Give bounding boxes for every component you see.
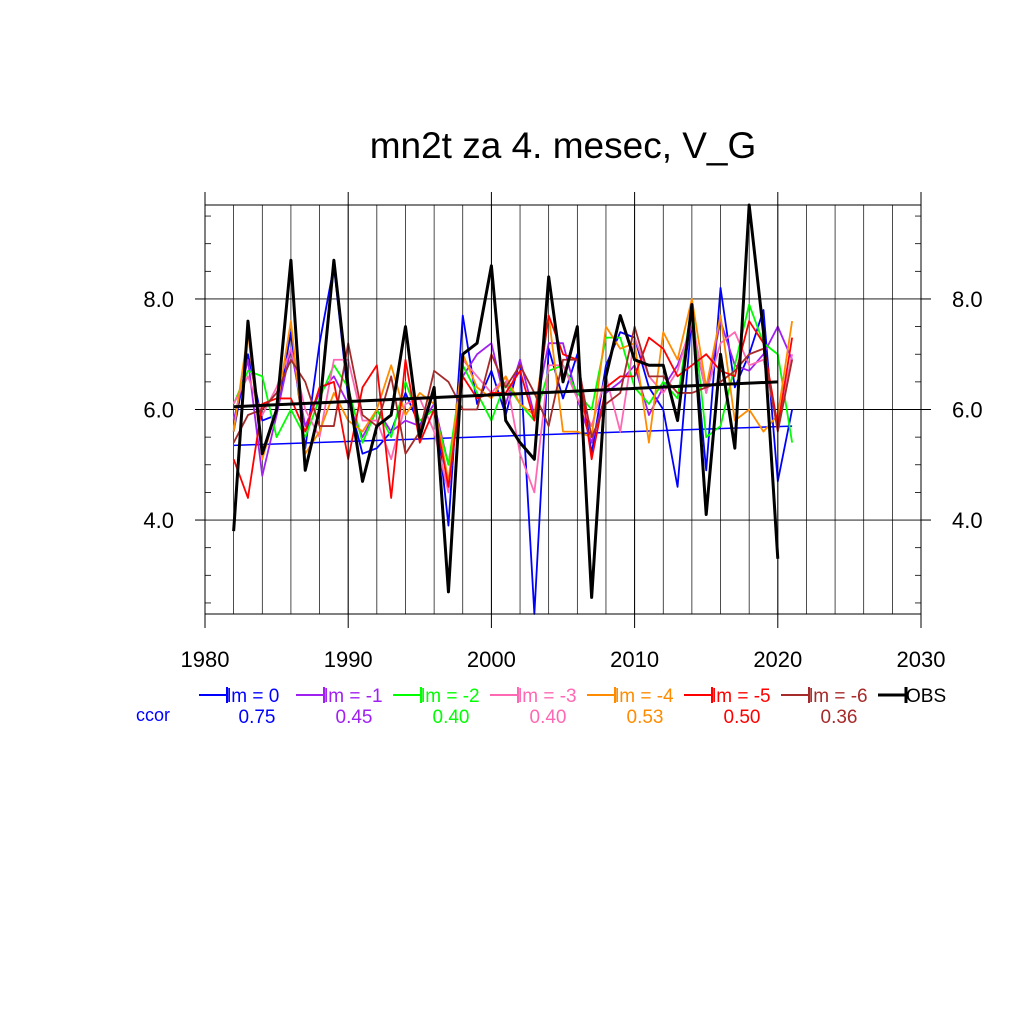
x-tick-label: 2000 — [467, 647, 516, 672]
x-tick-label: 2010 — [610, 647, 659, 672]
legend-ccor-value: 0.40 — [433, 707, 470, 728]
grid-layer — [205, 205, 921, 614]
legend-label: lm = -6 — [809, 686, 868, 707]
axis-layer: 1980 1990 2000 2010 2020 2030 4.0 4.0 6.0 6.0 8.0 8… — [143, 192, 983, 672]
legend-label: lm = -3 — [518, 686, 577, 707]
series-line — [232, 320, 794, 494]
series-line — [232, 203, 780, 599]
legend-label: OBS — [906, 686, 946, 707]
x-tick-label: 2020 — [753, 647, 802, 672]
y-tick-label-right: 6.0 — [952, 398, 983, 423]
y-tick-label: 8.0 — [143, 287, 174, 312]
legend-ccor-value: 0.50 — [724, 707, 761, 728]
legend-ccor-value: 0.53 — [627, 707, 664, 728]
series-layer — [232, 203, 794, 615]
x-tick-label: 1990 — [324, 647, 373, 672]
legend-label: lm = -1 — [324, 686, 383, 707]
series-line — [232, 298, 794, 483]
legend-label: lm = -2 — [421, 686, 480, 707]
legend-ccor-value: 0.45 — [336, 707, 373, 728]
y-tick-label: 6.0 — [143, 398, 174, 423]
chart-title: mn2t za 4. mesec, V_G — [370, 125, 757, 166]
trend-line — [233, 380, 778, 409]
legend-label: lm = -5 — [712, 686, 771, 707]
y-tick-label-right: 4.0 — [952, 508, 983, 533]
y-tick-label-right: 8.0 — [952, 287, 983, 312]
legend-ccor-value: 0.40 — [530, 707, 567, 728]
x-tick-label: 2030 — [897, 647, 946, 672]
x-tick-label: 1980 — [181, 647, 230, 672]
legend-ccor-value: 0.36 — [821, 707, 858, 728]
y-tick-label: 4.0 — [143, 508, 174, 533]
ccor-label: ccor — [136, 705, 170, 725]
legend-label: lm = 0 — [227, 686, 279, 707]
legend-label: lm = -4 — [615, 686, 674, 707]
series-line — [232, 264, 794, 615]
series-line — [232, 314, 794, 499]
legend-ccor-value: 0.75 — [239, 707, 276, 728]
